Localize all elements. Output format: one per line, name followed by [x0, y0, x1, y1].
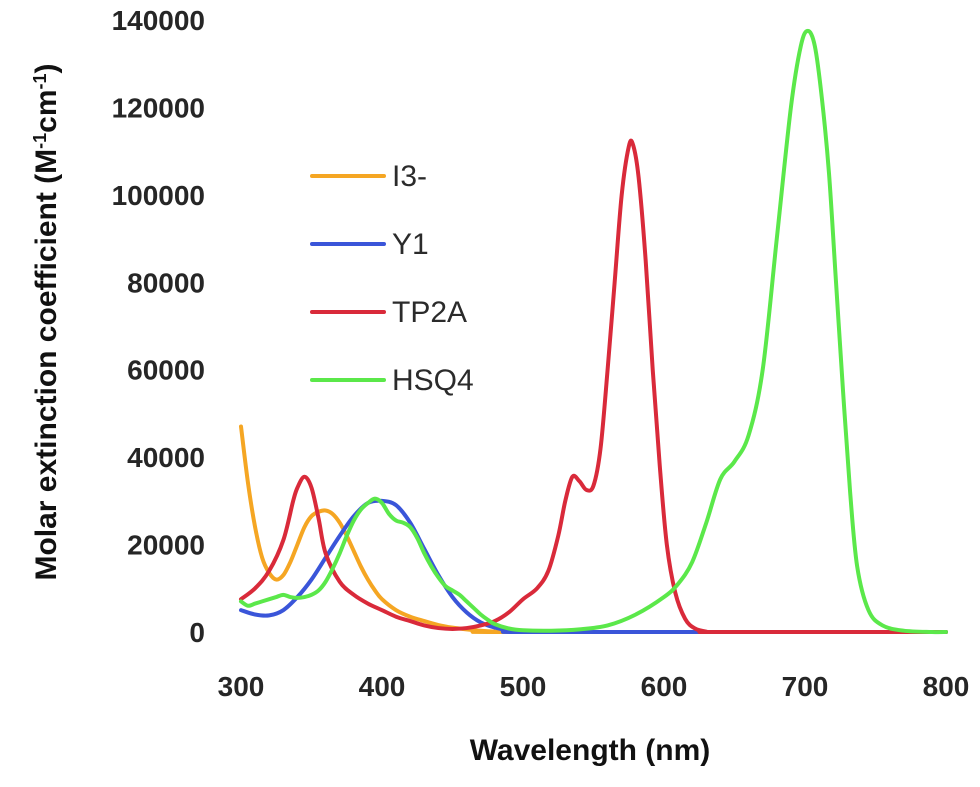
y-tick-label: 80000 [127, 267, 205, 298]
y-axis-title-middle: cm [30, 89, 63, 132]
series-line-hsq4 [239, 28, 948, 635]
x-tick-label: 700 [782, 671, 829, 702]
x-tick-label: 800 [923, 671, 970, 702]
y-tick-label: 100000 [112, 180, 205, 211]
y-tick-label: 140000 [112, 5, 205, 36]
y-axis-title-sup1: -1 [30, 133, 50, 149]
y-axis-ticks: 0 20000 40000 60000 80000 100000 120000 140000 [112, 5, 205, 648]
x-axis-title: Wavelength (nm) [470, 734, 711, 767]
x-tick-label: 600 [641, 671, 688, 702]
y-axis-title-sup2: -1 [30, 73, 50, 89]
x-tick-label: 500 [500, 671, 547, 702]
x-tick-label: 400 [359, 671, 406, 702]
x-axis-ticks: 300 400 500 600 700 800 [218, 671, 970, 702]
y-axis-title: Molar extinction coefficient (M-1cm-1) [30, 63, 63, 580]
plot-lines [239, 28, 948, 635]
y-tick-label: 0 [189, 617, 205, 648]
series-line-y1 [239, 498, 948, 635]
legend-label: Y1 [392, 228, 429, 261]
y-axis-title-suffix: ) [30, 63, 63, 73]
x-tick-label: 300 [218, 671, 265, 702]
series-line-i3 [239, 424, 948, 635]
legend-label: HSQ4 [392, 364, 474, 397]
y-axis-title-prefix: Molar extinction coefficient (M [30, 149, 63, 581]
y-tick-label: 40000 [127, 442, 205, 473]
y-tick-label: 120000 [112, 92, 205, 123]
y-tick-label: 20000 [127, 530, 205, 561]
y-tick-label: 60000 [127, 355, 205, 386]
legend: I3- Y1 TP2A HSQ4 [310, 160, 474, 397]
legend-label: TP2A [392, 296, 467, 329]
series-line-tp2a [239, 138, 948, 635]
legend-label: I3- [392, 160, 427, 193]
